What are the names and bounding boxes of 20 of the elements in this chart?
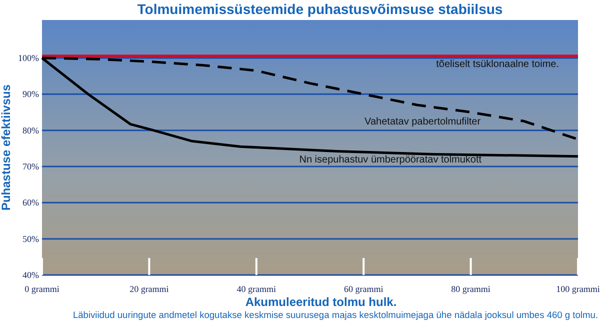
text: Läbiviidud uuringute andmetel kogutakse keskmise suurusega majas kesktolmuimejaga ühe nädala jooksul umbes 460 g tolmu. — [72, 310, 598, 320]
y-tick-label: 60% — [22, 198, 40, 208]
x-tick-label: 80 grammi — [451, 284, 491, 294]
x-tick-label: 100 grammi — [556, 284, 600, 294]
y-axis-title: Puhastuse efektiivsus — [0, 84, 13, 211]
series-label: tõeliselt tsüklonaalne toime. — [436, 59, 560, 70]
x-tick-label: 40 grammi — [236, 284, 277, 294]
x-tick-label: 0 grammi — [24, 284, 60, 294]
y-tick-label: 100% — [18, 52, 40, 63]
series-label: Vahetatav pabertolmufilter — [364, 116, 482, 128]
x-tick-label: 60 grammi — [344, 284, 384, 294]
chart-title: Tolmuimemissüsteemide puhastusvõimsuse stabiilsus — [137, 1, 503, 17]
x-tick-label: 20 grammi — [130, 284, 170, 294]
series-label: Nn isepuhastuv ümberpööratav tolmukott — [299, 154, 482, 166]
x-axis-title: Akumuleeritud tolmu hulk. — [245, 295, 397, 309]
y-tick-label: 50% — [22, 234, 40, 244]
y-tick-label: 80% — [22, 125, 40, 136]
y-tick-label: 40% — [22, 270, 40, 280]
y-tick-label: 70% — [22, 161, 40, 172]
y-tick-label: 90% — [22, 89, 40, 100]
